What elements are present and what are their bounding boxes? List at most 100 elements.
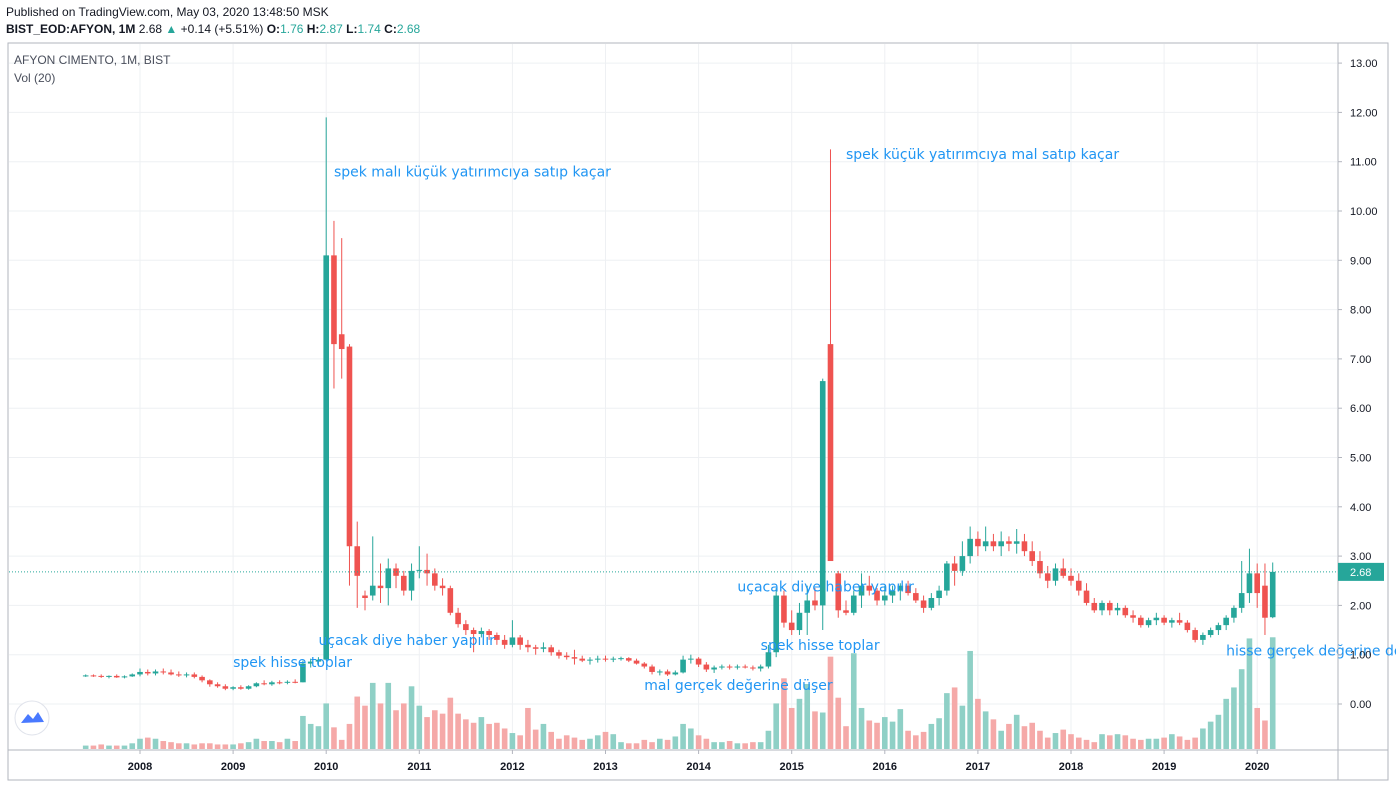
price-tick-label: 8.00 [1350,305,1371,317]
volume-bar [463,719,469,749]
candle-body [1207,630,1214,635]
candle-body [98,675,105,677]
time-tick-label: 2018 [1059,761,1083,773]
volume-bar [1238,669,1245,749]
candle-body [889,590,896,596]
annotation-text: spek hisse toplar [233,655,352,671]
candle-body [377,585,384,589]
volume-bar [191,744,198,749]
volume-bar [563,735,570,749]
volume-bar [1122,735,1129,749]
candle-body [625,658,632,661]
candle-body [455,612,461,625]
candle-body [439,585,446,589]
candle-body [207,680,213,685]
candle-body [424,569,430,574]
annotation-text: uçacak diye haber yapılır [318,633,495,649]
volume-bar [82,745,89,749]
time-axis[interactable]: 2008 2009 2010 2011 2012 2013 2014 2015 2016 2017… [128,750,1270,773]
candles [82,117,1276,691]
candle-body [1145,620,1152,626]
volume-bar [1192,737,1198,749]
candle-body [300,663,306,683]
volume-bar [1052,733,1059,749]
volume-bar [152,738,159,749]
candle-body [750,667,756,669]
volume-bar [664,739,671,749]
candle-body [812,600,818,606]
price-axis[interactable]: 0.00 1.00 2.00 3.00 4.00 5.00 6.00 7.00 8.00 9.00… [1338,58,1378,711]
volume-bar [750,742,756,749]
open-value: 1.76 [280,22,304,36]
volume-bar [649,742,655,749]
candle-body [1176,620,1183,623]
volume-bar [315,726,322,749]
volume-bar [688,728,694,749]
volume-bar [1169,734,1175,749]
time-tick-label: 2009 [221,761,245,773]
candle-body [121,676,128,678]
volume-bar [719,742,725,749]
volume-bar [975,698,981,749]
volume-bar [1269,637,1276,749]
candle-body [804,600,811,613]
ohlc-line: BIST_EOD:AFYON, 1M 2.68 ▲ +0.14 (+5.51%)… [6,21,420,38]
volume-bar [106,745,112,749]
volume-bar [90,745,97,749]
candle-body [1269,571,1276,618]
candle-body [354,546,361,576]
volume-bar [812,711,818,749]
volume-bar [556,738,562,749]
candle-body [913,593,919,601]
candle-body [191,674,198,677]
volume-bar [897,709,904,749]
volume-bar [773,703,779,749]
candle-body [765,652,772,667]
price-tick-label: 4.00 [1350,502,1371,514]
candle-body [1037,561,1043,574]
candle-body [1083,590,1090,603]
time-tick-label: 2017 [966,761,990,773]
price-tick-label: 0.00 [1350,699,1371,711]
volume-bar [1207,721,1214,749]
volume-bar [245,742,252,749]
annotation-text: mal gerçek değerine düşer [644,678,833,694]
candle-body [362,595,368,599]
candle-body [602,658,609,660]
volume-bar [618,742,624,749]
time-tick-label: 2015 [779,761,803,773]
volume-bar [587,738,593,749]
volume-bar [455,713,461,749]
time-tick-label: 2013 [593,761,617,773]
candle-body [982,541,989,547]
candle-body [1021,541,1028,552]
candle-body [199,676,205,681]
volume-bar [594,735,601,749]
candle-body [331,255,337,345]
candle-body [936,590,942,599]
candle-body [1114,607,1121,611]
series-legend[interactable]: AFYON CIMENTO, 1M, BIST [14,53,171,67]
candle-body [874,590,880,601]
volume-bar [238,743,244,749]
candle-body [618,658,624,660]
time-tick-label: 2020 [1245,761,1269,773]
candle-body [773,595,779,653]
candle-body [338,334,345,350]
candle-body [269,682,275,685]
tradingview-logo-icon[interactable] [14,700,50,736]
volume-bar [1068,734,1074,749]
volume-legend[interactable]: Vol (20) [14,71,56,85]
candle-body [369,585,376,596]
candle-body [858,585,865,596]
candle-body [1052,568,1059,581]
candle-body [587,659,593,661]
volume-bar [1083,739,1090,749]
volume-bar [905,730,911,749]
last-price: 2.68 [138,22,163,36]
volume-bar [509,733,516,749]
volume-bar [261,741,267,749]
volume-bar [269,741,275,749]
volume-bar [982,711,989,749]
